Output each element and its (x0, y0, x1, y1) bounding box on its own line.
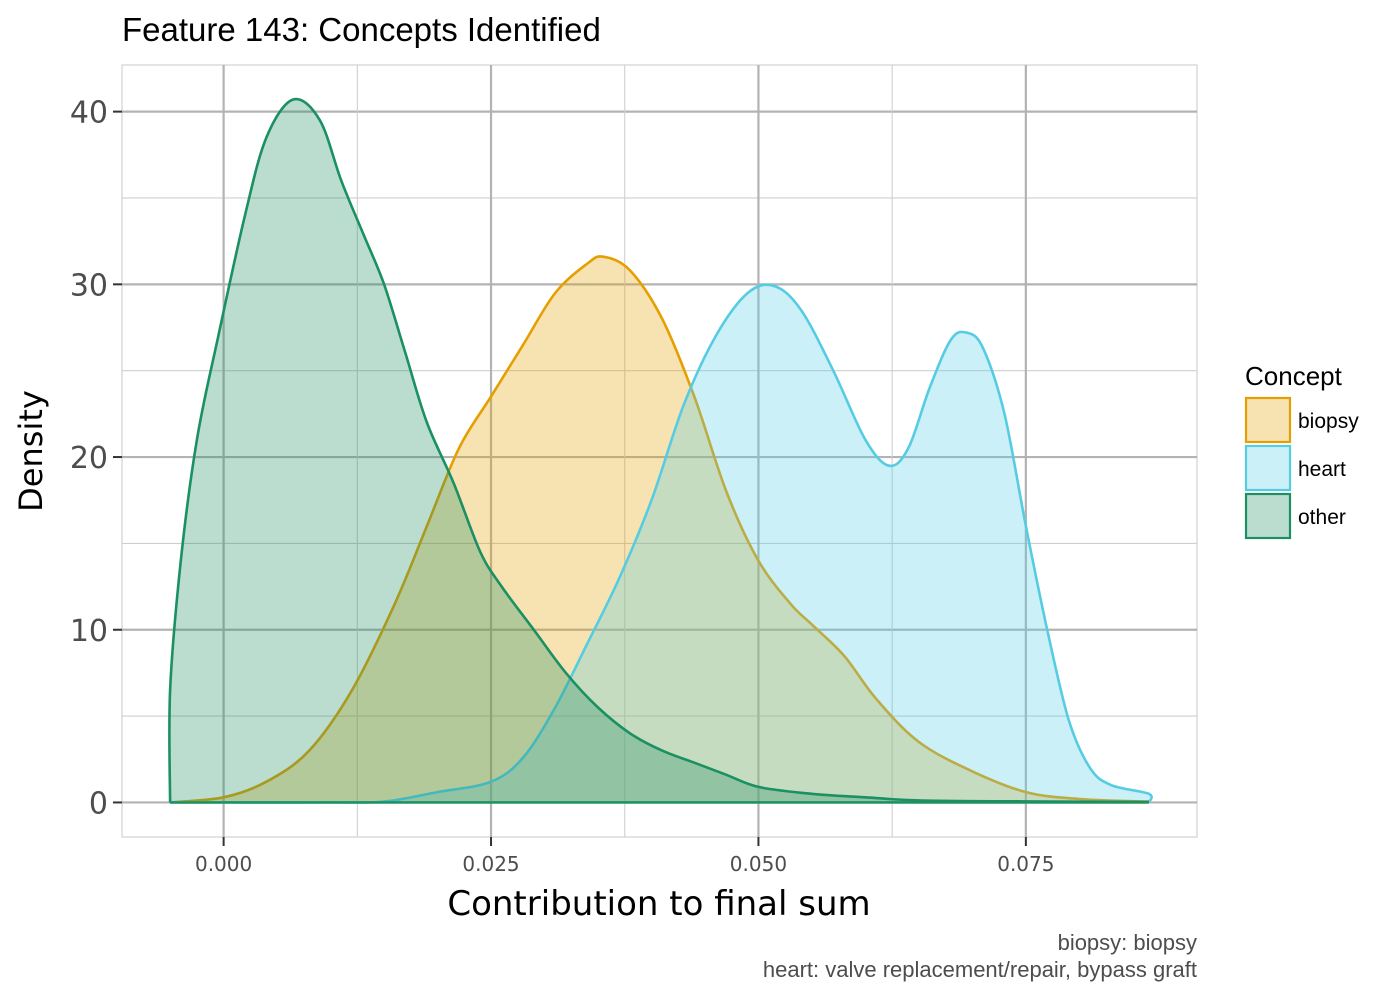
x-axis-title: Contribution to final sum (447, 884, 870, 924)
legend-label-biopsy: biopsy (1298, 410, 1359, 433)
y-tick-label: 30 (70, 268, 108, 303)
chart-title: Feature 143: Concepts Identified (122, 11, 601, 48)
density-series (168, 97, 1153, 804)
legend: Concept biopsy heart other (1244, 361, 1359, 540)
y-tick-label: 0 (89, 786, 108, 821)
legend-item-heart: heart (1244, 444, 1346, 492)
density-area-heart (170, 284, 1152, 803)
density-line-biopsy (169, 255, 1149, 804)
y-axis-title: Density (12, 390, 50, 512)
plot-panel (121, 64, 1198, 838)
legend-item-other: other (1244, 492, 1346, 540)
y-axis-ticks: 0 10 20 30 40 (70, 96, 122, 821)
y-tick-label: 40 (70, 96, 108, 131)
y-tick-label: 10 (70, 614, 108, 649)
density-line-heart (170, 283, 1153, 804)
x-tick-label: 0.050 (730, 852, 787, 876)
density-line-other (168, 97, 1149, 804)
y-tick-label: 20 (70, 441, 108, 476)
x-tick-label: 0.025 (462, 852, 519, 876)
legend-title: Concept (1245, 361, 1343, 391)
legend-label-other: other (1298, 506, 1346, 529)
legend-swatch-heart (1244, 444, 1292, 492)
legend-swatch-biopsy (1244, 396, 1292, 444)
x-tick-label: 0.075 (997, 852, 1054, 876)
legend-label-heart: heart (1298, 458, 1346, 481)
legend-swatch-other (1244, 492, 1292, 540)
legend-item-biopsy: biopsy (1244, 396, 1359, 444)
density-area-biopsy (170, 256, 1149, 803)
x-tick-label: 0.000 (195, 852, 252, 876)
x-axis-ticks: 0.000 0.025 0.050 0.075 (195, 837, 1054, 876)
density-area-other (169, 99, 1149, 803)
caption-line-1: biopsy: biopsy (1058, 930, 1197, 955)
caption-line-2: heart: valve replacement/repair, bypass … (763, 957, 1197, 982)
